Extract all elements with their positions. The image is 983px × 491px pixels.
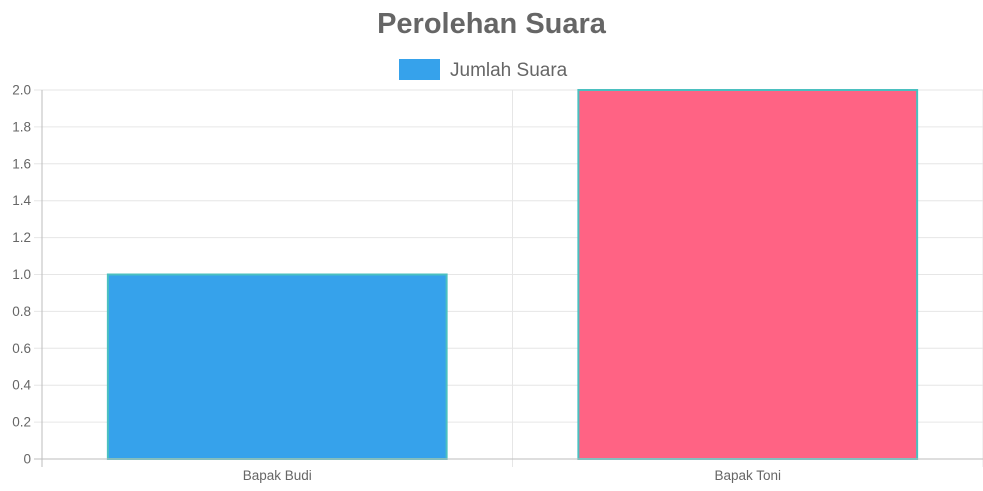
y-tick-label: 0.8 [12, 304, 31, 319]
y-tick-label: 1.0 [12, 267, 31, 282]
bar-bapak-toni [577, 89, 919, 460]
legend-label-jumlah-suara: Jumlah Suara [450, 60, 568, 81]
y-tick-label: 0.2 [12, 415, 31, 430]
x-axis-ticks: Bapak Budi Bapak Toni [243, 468, 781, 483]
y-tick-label: 1.6 [12, 156, 31, 171]
chart-title: Perolehan Suara [377, 8, 607, 40]
chart-legend[interactable]: Jumlah Suara [399, 59, 568, 81]
y-tick-label: 1.4 [12, 193, 31, 208]
legend-swatch [399, 59, 440, 80]
x-tick-label: Bapak Budi [243, 468, 312, 483]
y-tick-label: 0 [23, 452, 31, 467]
x-tick-label: Bapak Toni [714, 468, 781, 483]
y-tick-label: 0.4 [12, 378, 31, 393]
y-tick-label: 1.2 [12, 230, 31, 245]
y-tick-label: 0.6 [12, 341, 31, 356]
axes [34, 90, 983, 467]
y-tick-label: 1.8 [12, 119, 31, 134]
bar-bapak-budi [106, 273, 448, 460]
y-tick-label: 2.0 [12, 83, 31, 98]
y-axis-ticks: 0 0.2 0.4 0.6 0.8 1.0 1.2 1.4 1.6 1.8 2.0 [12, 83, 31, 467]
bars [106, 89, 919, 460]
